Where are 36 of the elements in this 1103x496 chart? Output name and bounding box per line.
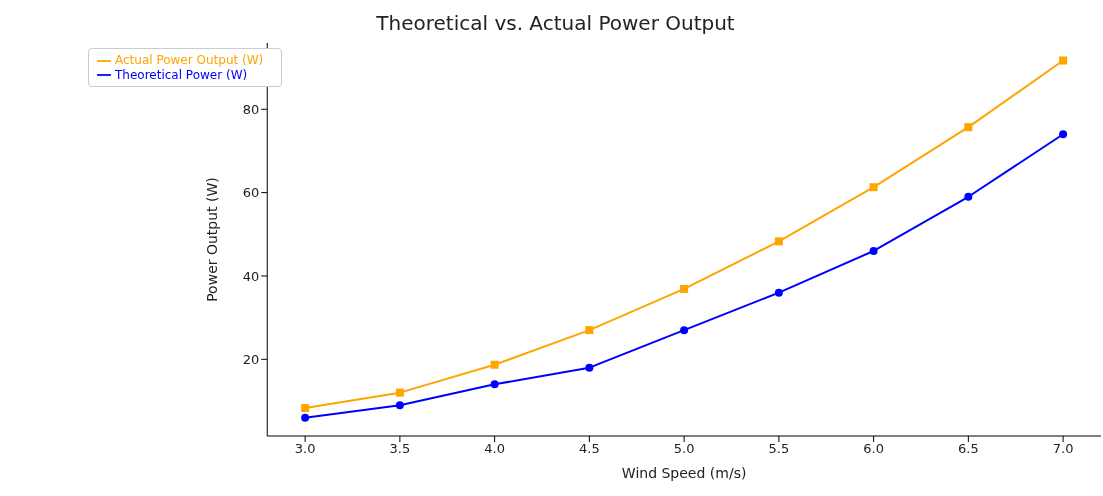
x-tick-label: 5.5: [768, 441, 790, 457]
point: [869, 183, 878, 192]
point: [301, 404, 310, 413]
x-tick-label: 4.0: [484, 441, 505, 457]
point: [490, 360, 499, 369]
y-tick-label: 80: [242, 101, 260, 117]
point: [774, 288, 783, 297]
x-axis-title: Wind Speed (m/s): [621, 465, 747, 481]
x-tick-label: 3.5: [389, 441, 411, 457]
x-tick-label: 3.0: [294, 441, 316, 457]
x-tick-label: 7.0: [1052, 441, 1074, 457]
point: [680, 326, 689, 335]
point: [1059, 56, 1068, 65]
legend-label: Theoretical Power (W): [115, 67, 248, 82]
point: [869, 246, 878, 255]
point: [1059, 130, 1068, 139]
y-tick-label: 60: [242, 185, 260, 201]
point: [585, 363, 594, 372]
y-tick-label: 20: [242, 351, 260, 367]
x-tick-label: 6.0: [863, 441, 884, 457]
x-tick-label: 6.5: [958, 441, 979, 457]
legend-label: Actual Power Output (W): [115, 53, 264, 67]
y-axis-title: Power Output (W): [204, 177, 221, 302]
point: [301, 413, 310, 422]
point: [395, 401, 404, 410]
x-tick-label: 5.0: [673, 441, 695, 457]
point: [490, 380, 499, 389]
y-tick-label: 40: [242, 268, 260, 284]
point: [680, 284, 689, 293]
point: [774, 237, 783, 246]
chart-title: Theoretical vs. Actual Power Output: [375, 10, 736, 37]
x-tick-label: 4.5: [579, 441, 600, 457]
point: [585, 326, 594, 335]
point: [395, 388, 404, 397]
point: [964, 192, 973, 201]
point: [964, 123, 973, 132]
